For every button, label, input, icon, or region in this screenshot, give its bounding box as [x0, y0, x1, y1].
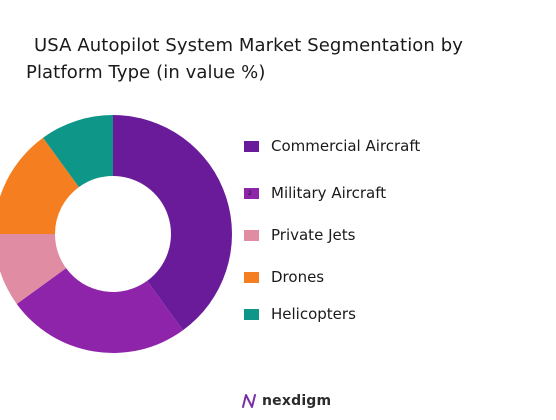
legend-item-helicopters: Helicopters: [244, 305, 356, 323]
chart-title-line-1: USA Autopilot System Market Segmentation…: [34, 35, 464, 56]
donut-slice-commercial-aircraft: [113, 115, 232, 331]
nexdigm-logo-icon: [242, 394, 256, 408]
legend-label: Helicopters: [271, 305, 356, 323]
legend-swatch: [244, 140, 259, 152]
chart-title-line-2: Platform Type (in value %): [26, 62, 266, 83]
legend-swatch: 2: [244, 187, 259, 199]
legend-item-private-jets: Private Jets: [244, 226, 355, 244]
legend-swatch: [244, 271, 259, 283]
legend-swatch: [244, 229, 259, 241]
legend-label: Commercial Aircraft: [271, 137, 421, 155]
legend-label: Drones: [271, 268, 325, 286]
legend-swatch: [244, 308, 259, 320]
chart-title: USA Autopilot System Market Segmentation…: [26, 32, 526, 86]
chart-legend: Commercial Aircraft 2 Military Aircraft …: [244, 0, 544, 420]
legend-item-commercial-aircraft: Commercial Aircraft: [244, 137, 420, 155]
donut-slice-military-aircraft: [16, 268, 183, 353]
legend-label: Private Jets: [271, 226, 356, 244]
donut-slice-helicopters: [43, 115, 113, 188]
legend-label: Military Aircraft: [271, 184, 387, 202]
donut-slice-private-jets: [0, 234, 67, 304]
donut-slice-drones: [0, 137, 79, 234]
legend-item-military-aircraft: 2 Military Aircraft: [244, 184, 386, 202]
nexdigm-logo: nexdigm: [240, 392, 331, 410]
logo-text: nexdigm: [262, 393, 332, 409]
legend-item-drones: Drones: [244, 268, 324, 286]
